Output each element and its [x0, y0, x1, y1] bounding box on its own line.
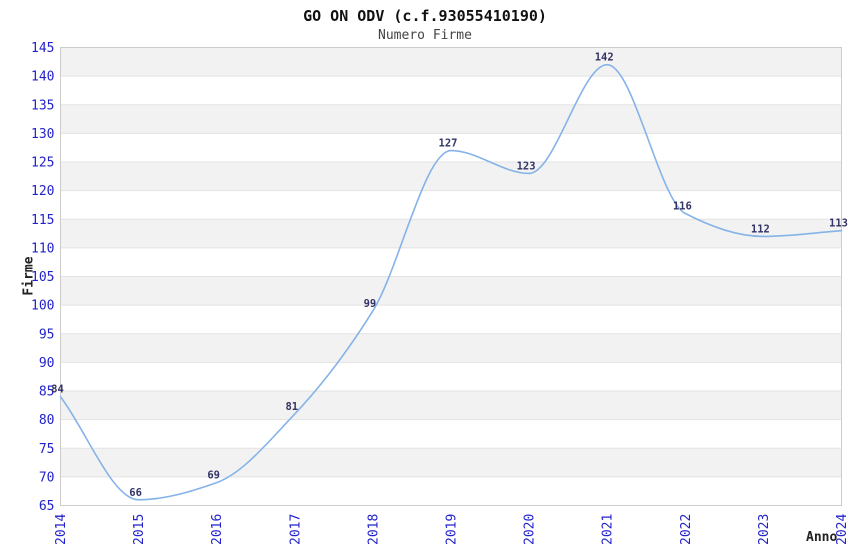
y-tick-label: 125 — [31, 156, 54, 171]
plot-border — [60, 47, 842, 506]
band-stripe — [60, 47, 842, 77]
y-tick-label: 145 — [31, 41, 54, 56]
x-tick-label: 2020 — [523, 514, 538, 545]
data-point-label: 81 — [285, 401, 298, 413]
x-tick-label: 2019 — [445, 514, 460, 545]
line-series — [59, 63, 843, 501]
data-point-label: 113 — [829, 218, 848, 230]
band-stripe — [60, 162, 842, 191]
chart-title: GO ON ODV (c.f.93055410190) — [303, 7, 547, 25]
y-tick-label: 120 — [31, 184, 54, 199]
data-point-label: 66 — [129, 487, 142, 499]
y-tick-label: 95 — [39, 327, 55, 342]
data-point-label: 127 — [439, 138, 458, 150]
band-stripe — [60, 391, 842, 420]
y-tick-label: 135 — [31, 98, 54, 113]
y-tick-label: 110 — [31, 241, 54, 256]
y-tick-label: 80 — [39, 413, 55, 428]
y-tick-label: 70 — [39, 470, 55, 485]
x-tick-label: 2022 — [679, 514, 694, 545]
band-stripe — [60, 333, 842, 363]
y-tick-label: 140 — [31, 70, 54, 85]
data-point-label: 69 — [207, 470, 220, 482]
x-tick-label: 2016 — [210, 514, 225, 545]
data-point-label: 112 — [751, 223, 770, 235]
band-stripe — [60, 104, 842, 134]
x-tick-label: 2018 — [366, 514, 381, 545]
data-point-label: 123 — [517, 160, 536, 172]
band-stripe — [60, 276, 842, 306]
y-tick-label: 75 — [39, 442, 55, 457]
y-tick-label: 130 — [31, 127, 54, 142]
data-point-label: 84 — [51, 384, 64, 396]
x-axis-title: Anno — [806, 530, 838, 545]
x-tick-label: 2017 — [288, 514, 303, 545]
y-tick-label: 65 — [39, 499, 55, 514]
y-tick-label: 85 — [39, 385, 55, 400]
band-stripe — [60, 219, 842, 248]
y-tick-label: 90 — [39, 356, 55, 371]
chart-subtitle: Numero Firme — [378, 28, 472, 43]
x-tick-label: 2024 — [835, 514, 850, 545]
x-tick-label: 2015 — [132, 514, 147, 545]
data-point-label: 142 — [595, 52, 614, 64]
data-point-label: 116 — [673, 201, 692, 213]
data-point-label: 99 — [364, 298, 377, 310]
x-tick-label: 2021 — [601, 514, 616, 545]
x-tick-label: 2023 — [757, 514, 772, 545]
y-axis-title: Firme — [21, 256, 37, 296]
y-tick-label: 115 — [31, 213, 54, 228]
y-tick-label: 105 — [31, 270, 54, 285]
y-tick-label: 100 — [31, 299, 54, 314]
band-stripe — [60, 448, 842, 477]
x-tick-label: 2014 — [54, 514, 69, 545]
